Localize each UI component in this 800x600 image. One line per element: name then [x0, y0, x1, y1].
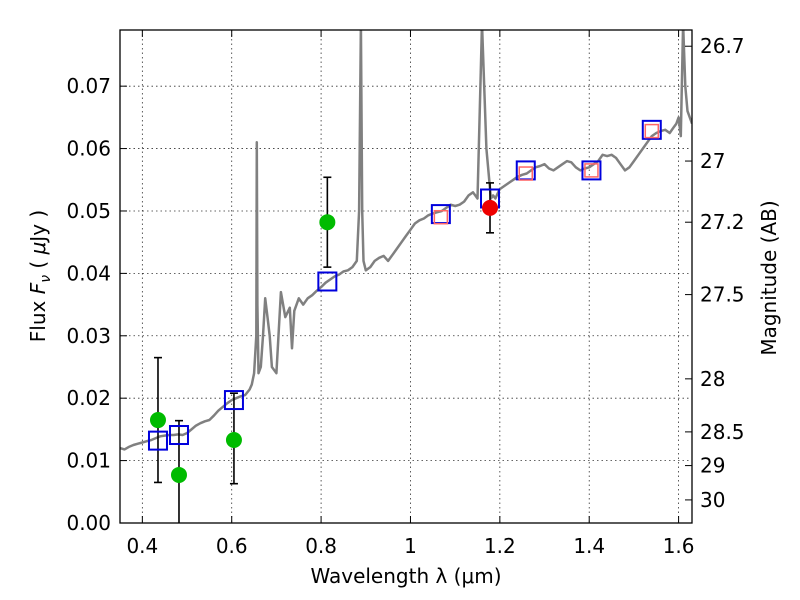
- model-photometry-square: [317, 271, 338, 292]
- y-tick-label: 0.02: [66, 386, 111, 410]
- model-photometry-square: [147, 430, 168, 451]
- model-photometry-inner-square: [644, 123, 660, 139]
- observed-point-green: [170, 466, 187, 483]
- model-photometry-square: [223, 390, 244, 411]
- right-tick-label: 27.2: [700, 210, 745, 234]
- y-axis-label: Flux Fν ( μJy ): [26, 210, 54, 342]
- right-tick-label: 29: [700, 454, 725, 478]
- model-spectrum-line: [120, 30, 692, 451]
- x-axis-label: Wavelength λ (μm): [310, 564, 501, 588]
- y-tick-label: 0.07: [66, 74, 111, 98]
- observed-point-green: [319, 214, 336, 231]
- x-tick-label: 1.2: [484, 534, 516, 558]
- observed-point-green: [225, 432, 242, 449]
- right-tick-label: 30: [700, 488, 725, 512]
- y-tick-label: 0.03: [66, 324, 111, 348]
- x-tick-label: 0.4: [126, 534, 158, 558]
- x-tick-label: 1.4: [573, 534, 605, 558]
- y-tick-label: 0.04: [66, 261, 111, 285]
- right-tick-label: 27: [700, 149, 725, 173]
- right-tick-label: 27.5: [700, 283, 745, 307]
- model-photometry-inner-square: [518, 166, 534, 181]
- plot-frame: [119, 29, 693, 524]
- observed-point-green: [149, 412, 166, 429]
- x-tick-label: 1.6: [663, 534, 695, 558]
- model-photometry-square: [641, 119, 662, 140]
- x-tick-label: 0.8: [305, 534, 337, 558]
- model-spectrum: [120, 30, 692, 451]
- data-points: [147, 119, 662, 523]
- model-photometry-inner-square: [584, 163, 599, 178]
- x-tick-label: 0.6: [216, 534, 248, 558]
- grid: [120, 30, 692, 524]
- x-tick-label: 1: [404, 534, 417, 558]
- y-tick-label: 0.01: [66, 449, 111, 473]
- y-tick-label: 0.00: [66, 511, 111, 535]
- right-tick-label: 28: [700, 367, 725, 391]
- observed-point-red: [482, 199, 499, 216]
- model-photometry-square: [581, 160, 602, 181]
- model-photometry-inner-square: [433, 209, 449, 225]
- model-photometry-square: [168, 425, 189, 446]
- right-tick-label: 28.5: [700, 420, 745, 444]
- right-axis-label: Magnitude (AB): [757, 200, 781, 355]
- y-tick-label: 0.05: [66, 199, 111, 223]
- y-tick-label: 0.06: [66, 137, 111, 161]
- axis-ticks: 0.4 0.6 0.8 1 1.2 1.4 1.6 0.00 0.01 0.02 0.03 0.04 0…: [66, 30, 745, 558]
- right-tick-label: 26.7: [700, 34, 745, 58]
